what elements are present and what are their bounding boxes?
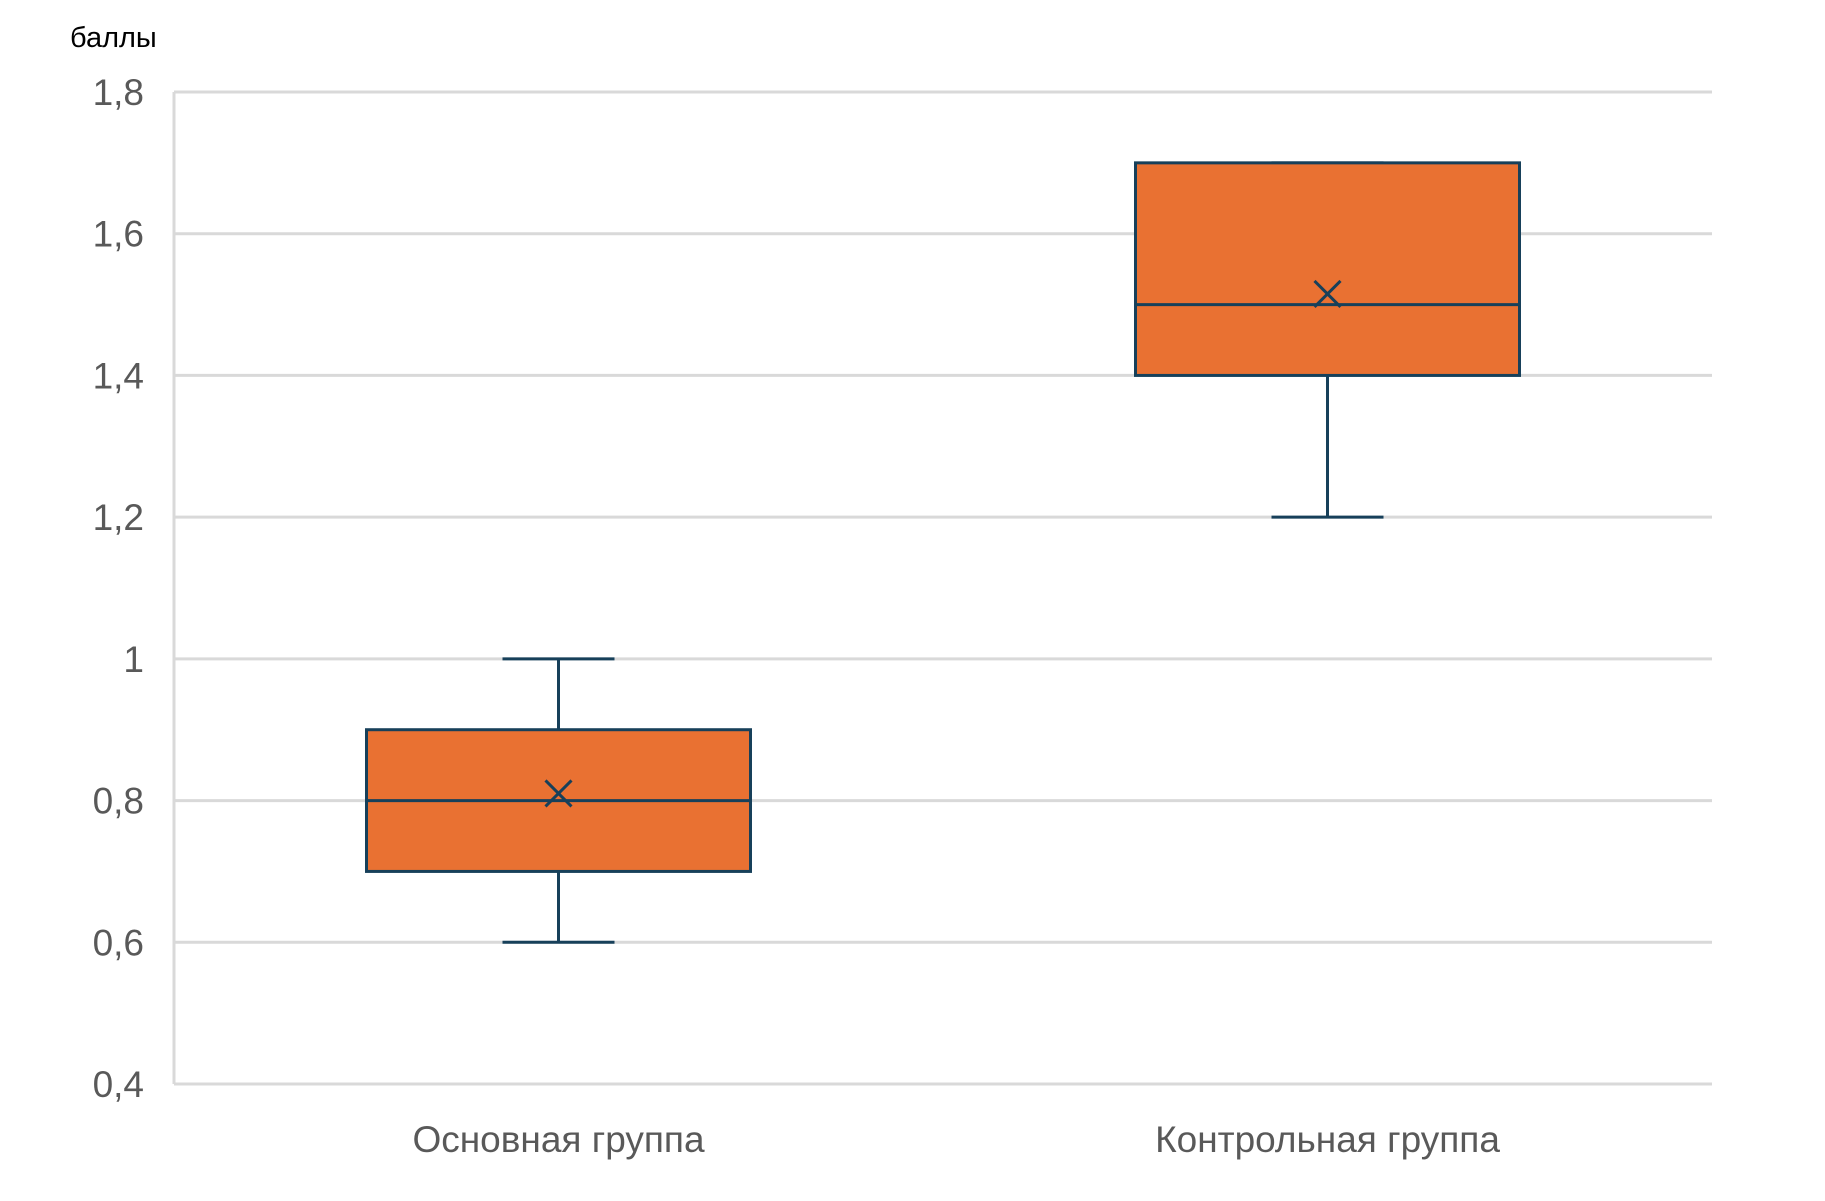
box-group [1134,161,1521,519]
x-axis-labels: Основная группа Контрольная группа [412,1119,1500,1160]
y-tick-label: 1,6 [93,214,144,255]
y-axis-ticks: 0,4 0,6 0,8 1 1,2 1,4 1,6 1,8 [93,72,144,1105]
mean-marker [1313,279,1342,309]
y-tick-label: 1,2 [93,497,144,538]
y-tick-label: 0,4 [93,1064,144,1105]
y-tick-label: 0,6 [93,922,144,963]
boxes [365,161,1521,944]
y-tick-label: 1,4 [93,355,144,396]
iqr-box [1134,161,1521,377]
box-group [365,657,752,944]
y-tick-label: 0,8 [93,781,144,822]
mean-marker [544,779,573,808]
y-tick-label: 1 [123,639,144,680]
y-tick-label: 1,8 [93,72,144,113]
x-category-label: Основная группа [412,1119,705,1160]
y-axis-unit-label: баллы [70,22,157,54]
x-category-label: Контрольная группа [1155,1119,1500,1160]
